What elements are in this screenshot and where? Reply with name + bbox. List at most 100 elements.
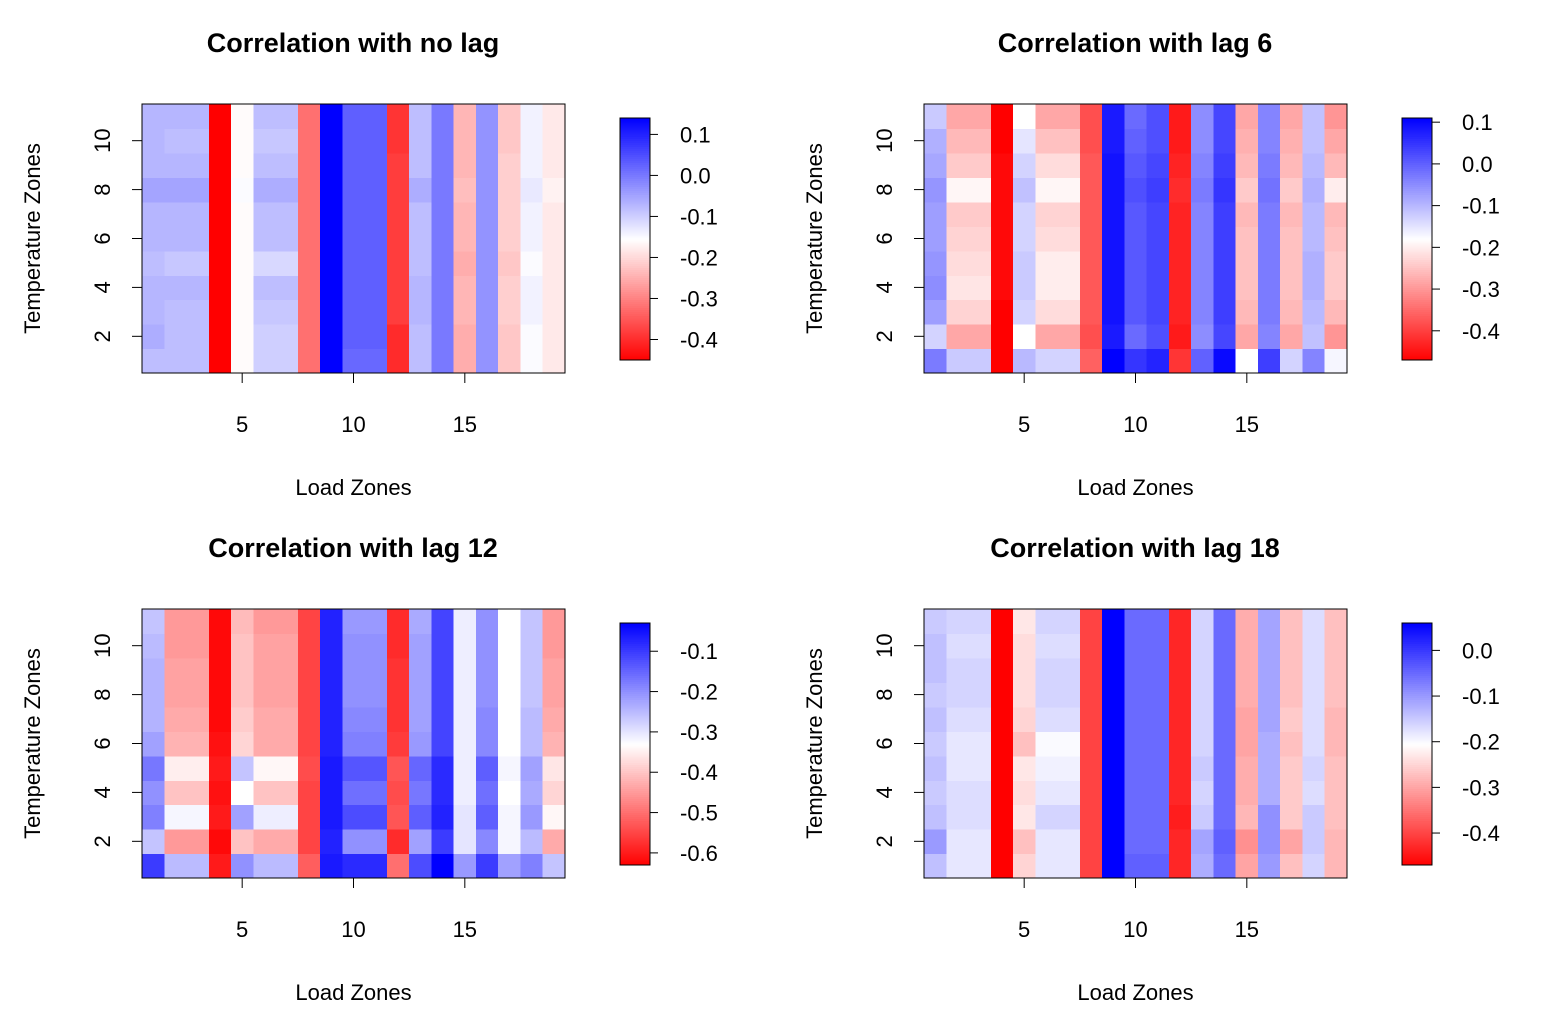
- heatmap-cell: [1057, 633, 1081, 659]
- heatmap-cell: [409, 250, 433, 276]
- heatmap-cell: [924, 299, 947, 325]
- colorbar-segment: [620, 645, 650, 648]
- heatmap-cell: [1057, 104, 1081, 130]
- colorbar-segment: [620, 200, 650, 204]
- heatmap-cell: [253, 104, 277, 130]
- heatmap-cell: [968, 250, 992, 276]
- colorbar-tick-label: -0.4: [1462, 319, 1500, 344]
- heatmap-cell: [498, 657, 522, 683]
- colorbar-segment: [1402, 212, 1432, 216]
- colorbar-segment: [620, 856, 650, 860]
- colorbar-segment: [620, 754, 650, 757]
- colorbar-segment: [1402, 337, 1432, 341]
- heatmap-cell: [453, 609, 477, 635]
- heatmap-cell: [1168, 201, 1192, 227]
- heatmap-cell: [231, 152, 254, 178]
- colorbar-segment: [620, 263, 650, 266]
- heatmap-cell: [1102, 853, 1125, 879]
- colorbar-segment: [1402, 232, 1432, 236]
- colorbar-segment: [620, 695, 650, 699]
- heatmap-cell: [453, 755, 477, 781]
- heatmap-cell: [475, 609, 499, 635]
- colorbar-segment: [1402, 697, 1432, 701]
- heatmap-cell: [1146, 804, 1170, 830]
- colorbar-segment: [620, 218, 650, 222]
- x-tick-label: 15: [1235, 412, 1259, 437]
- heatmap-cell: [1079, 731, 1103, 757]
- heatmap-cell: [475, 348, 499, 374]
- heatmap-cell: [297, 657, 321, 683]
- heatmap-cell: [409, 201, 433, 227]
- colorbar-segment: [1402, 349, 1432, 353]
- colorbar-segment: [1402, 822, 1432, 826]
- heatmap-cell: [275, 609, 299, 635]
- heatmap-cell: [1146, 780, 1170, 806]
- heatmap-cell: [1324, 657, 1348, 683]
- heatmap-cell: [208, 324, 232, 350]
- colorbar-segment: [620, 230, 650, 234]
- heatmap-cell: [1079, 177, 1103, 203]
- chart-panel-1: Correlation with no lag 5 10 15 2 4 6 8 10 Load Z…: [20, 28, 718, 500]
- heatmap-cell: [1191, 299, 1215, 325]
- heatmap-cell: [520, 104, 544, 130]
- heatmap-cell: [1013, 299, 1036, 325]
- heatmap-cell: [431, 609, 455, 635]
- heatmap-cell: [1035, 609, 1059, 635]
- heatmap-cell: [946, 324, 970, 350]
- colorbar-segment: [620, 305, 650, 309]
- colorbar-segment: [620, 836, 650, 840]
- colorbar-segment: [1402, 315, 1432, 319]
- heatmap-cell: [990, 128, 1014, 154]
- colorbar-segment: [620, 158, 650, 161]
- heatmap-cell: [1324, 706, 1348, 732]
- heatmap-cell: [475, 804, 499, 830]
- heatmap-cell: [186, 299, 210, 325]
- heatmap-cell: [186, 348, 210, 374]
- heatmap-cell: [320, 275, 343, 301]
- colorbar-segment: [1402, 796, 1432, 800]
- heatmap-cell: [431, 633, 455, 659]
- heatmap-cell: [1057, 299, 1081, 325]
- colorbar-tick-label: 0.0: [680, 163, 711, 188]
- heatmap-cell: [1146, 682, 1170, 708]
- colorbar-segment: [1402, 176, 1432, 180]
- heatmap-cell: [1035, 348, 1059, 374]
- heatmap-cell: [364, 633, 388, 659]
- colorbar-segment: [620, 194, 650, 198]
- heatmap-cell: [1235, 348, 1259, 374]
- colorbar-segment: [1402, 353, 1432, 357]
- colorbar-segment: [1402, 196, 1432, 200]
- colorbar-segment: [620, 806, 650, 810]
- colorbar-segment: [1402, 750, 1432, 753]
- colorbar-segment: [1402, 172, 1432, 176]
- colorbar-segment: [1402, 333, 1432, 337]
- heatmap-cell: [1324, 128, 1348, 154]
- heatmap-cell: [1235, 755, 1259, 781]
- heatmap-cell: [142, 706, 165, 732]
- heatmap-cell: [342, 299, 366, 325]
- heatmap-cell: [1213, 299, 1237, 325]
- colorbar-segment: [620, 631, 650, 634]
- heatmap-cell: [1257, 201, 1281, 227]
- heatmap-cell: [275, 348, 299, 374]
- heatmap-cell: [1302, 755, 1326, 781]
- heatmap-cell: [520, 609, 544, 635]
- heatmap-cell: [990, 853, 1014, 879]
- colorbar-segment: [1402, 776, 1432, 779]
- colorbar-segment: [1402, 162, 1432, 165]
- heatmap-cell: [990, 104, 1014, 130]
- colorbar-segment: [620, 655, 650, 658]
- heatmap-cell: [475, 152, 499, 178]
- colorbar-segment: [620, 699, 650, 703]
- heatmap-cell: [364, 706, 388, 732]
- heatmap-cell: [1213, 731, 1237, 757]
- heatmap-cell: [990, 804, 1014, 830]
- colorbar-segment: [1402, 202, 1432, 206]
- heatmap-cell: [1013, 201, 1036, 227]
- colorbar-segment: [620, 317, 650, 321]
- colorbar-segment: [1402, 281, 1432, 284]
- colorbar-segment: [1402, 856, 1432, 860]
- colorbar-segment: [1402, 164, 1432, 167]
- heatmap-cell: [475, 177, 499, 203]
- heatmap-cell: [142, 829, 165, 855]
